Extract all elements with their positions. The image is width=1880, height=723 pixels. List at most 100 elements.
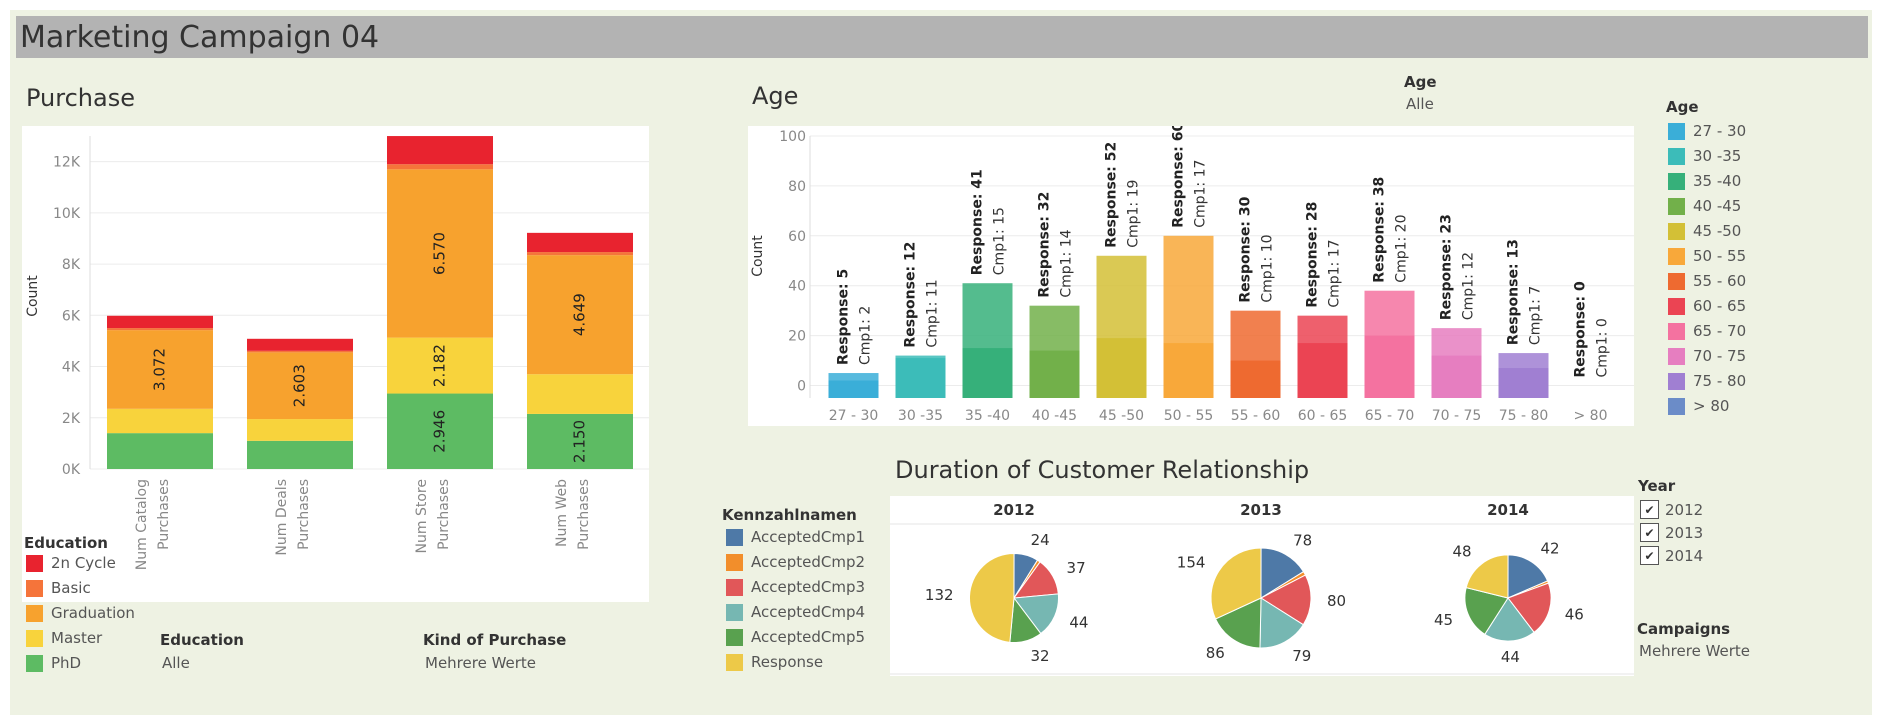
response-label: Response: 38 (1372, 177, 1388, 283)
x-tick-label: Purchases (156, 479, 172, 550)
education-legend-item[interactable]: Basic (26, 579, 91, 597)
checkbox-checked-icon[interactable]: ✔ (1640, 523, 1659, 542)
bar-segment (107, 433, 213, 469)
bar-cmp1 (1029, 350, 1080, 398)
kind-of-purchase-filter-value[interactable]: Mehrere Werte (425, 654, 537, 672)
age-legend-item[interactable]: 70 - 75 (1668, 347, 1746, 365)
bar-segment (387, 169, 493, 338)
age-legend-item[interactable]: 50 - 55 (1668, 247, 1746, 265)
kennzahl-legend-item[interactable]: AcceptedCmp2 (726, 553, 865, 571)
kennzahl-legend-item[interactable]: Response (726, 653, 823, 671)
cmp1-label: Cmp1: 14 (1059, 229, 1075, 297)
cmp1-label: Cmp1: 20 (1394, 215, 1410, 283)
pie-slice (1465, 554, 1509, 599)
data-label: 2.946 (431, 410, 449, 453)
purchase-title: Purchase (26, 84, 135, 112)
bar-cmp1 (828, 380, 879, 398)
year-filter-title: Year (1638, 477, 1676, 495)
legend-swatch (1668, 347, 1685, 365)
age-legend-item[interactable]: 65 - 70 (1668, 322, 1746, 340)
checkbox-checked-icon[interactable]: ✔ (1640, 546, 1659, 565)
bar-segment (107, 408, 213, 434)
y-tick-label: 60 (788, 229, 806, 245)
pie-label: 48 (1453, 542, 1472, 560)
pie-year-header: 2012 (993, 501, 1035, 519)
legend-swatch (726, 528, 743, 546)
legend-label: 27 - 30 (1693, 122, 1747, 140)
age-chart-panel: 0 20 40 60 80 100 Count Response: 5 Cmp1: 2 27 - … (748, 122, 1634, 426)
kennzahl-legend-item[interactable]: AcceptedCmp1 (726, 528, 865, 546)
education-legend-item[interactable]: Graduation (26, 604, 135, 622)
legend-swatch (1668, 297, 1685, 315)
legend-swatch (26, 579, 43, 597)
age-legend-item[interactable]: 60 - 65 (1668, 297, 1746, 315)
data-label: 2.182 (431, 344, 449, 387)
data-label: 6.570 (431, 232, 449, 275)
x-tick-label: 30 -35 (898, 408, 943, 424)
legend-label: 2n Cycle (51, 554, 116, 572)
age-title: Age (752, 82, 799, 110)
kennzahl-legend-item[interactable]: AcceptedCmp4 (726, 603, 865, 621)
kennzahl-legend-item[interactable]: AcceptedCmp3 (726, 578, 865, 596)
bar-segment (387, 164, 493, 170)
year-checkbox-item[interactable]: ✔ 2014 (1640, 546, 1703, 565)
pie-slice (1013, 593, 1059, 635)
bar-cmp1 (1431, 355, 1482, 398)
age-legend-item[interactable]: 75 - 80 (1668, 372, 1746, 390)
y-tick-label: 10K (53, 206, 81, 222)
x-tick-label: 27 - 30 (829, 408, 879, 424)
y-tick-label: 0K (62, 462, 81, 478)
x-tick-label: Num Deals (274, 479, 290, 556)
age-legend-item[interactable]: 35 -40 (1668, 172, 1741, 190)
legend-swatch (26, 629, 43, 647)
age-legend-item[interactable]: 40 -45 (1668, 197, 1741, 215)
legend-swatch (26, 604, 43, 622)
legend-swatch (726, 603, 743, 621)
bar-segment (107, 328, 213, 331)
purchase-chart-panel: 0K 2K 4K 6K 8K 10K 12K Count 3.072 Num Catalog Pur… (22, 126, 649, 602)
response-label: Response: 12 (903, 242, 919, 348)
age-legend-title: Age (1666, 98, 1699, 116)
education-legend-item[interactable]: 2n Cycle (26, 554, 116, 572)
legend-label: 40 -45 (1693, 197, 1742, 215)
checkbox-label: 2013 (1665, 523, 1704, 542)
pie-slice (1214, 597, 1262, 649)
year-checkbox-item[interactable]: ✔ 2013 (1640, 523, 1703, 542)
x-tick-label: 55 - 60 (1231, 408, 1281, 424)
age-legend-item[interactable]: 45 -50 (1668, 222, 1741, 240)
education-filter-value[interactable]: Alle (162, 654, 190, 672)
legend-swatch (1668, 272, 1685, 290)
age-legend-item[interactable]: 30 -35 (1668, 147, 1741, 165)
bar-segment (247, 338, 353, 351)
y-tick-label: 4K (62, 360, 81, 376)
age-legend-item[interactable]: 55 - 60 (1668, 272, 1746, 290)
x-tick-label: 35 -40 (965, 408, 1010, 424)
year-checkbox-item[interactable]: ✔ 2012 (1640, 500, 1703, 519)
legend-swatch (26, 654, 43, 672)
purchase-chart: 0K 2K 4K 6K 8K 10K 12K Count 3.072 Num Catalog Pur… (25, 136, 649, 570)
legend-label: 70 - 75 (1693, 347, 1747, 365)
bar-segment (387, 136, 493, 165)
pie-label: 78 (1293, 531, 1312, 549)
pie-slice (1260, 547, 1305, 599)
legend-swatch (726, 578, 743, 596)
x-tick-label: 50 - 55 (1164, 408, 1214, 424)
age-legend-item[interactable]: > 80 (1668, 397, 1729, 415)
education-legend-item[interactable]: PhD (26, 654, 81, 672)
response-label: Response: 30 (1238, 196, 1254, 302)
education-legend-item[interactable]: Master (26, 629, 102, 647)
bar-cmp1 (1096, 338, 1147, 398)
legend-label: Graduation (51, 604, 135, 622)
bar-segment (107, 315, 213, 329)
response-label: Response: 52 (1104, 142, 1120, 248)
checkbox-checked-icon[interactable]: ✔ (1640, 500, 1659, 519)
bar-cmp1 (1498, 368, 1549, 398)
campaigns-filter-value[interactable]: Mehrere Werte (1639, 642, 1751, 660)
kennzahl-legend-item[interactable]: AcceptedCmp5 (726, 628, 865, 646)
response-label: Response: 28 (1305, 202, 1321, 308)
x-tick-label: Purchases (436, 479, 452, 550)
legend-label: 55 - 60 (1693, 272, 1747, 290)
campaigns-filter-label: Campaigns (1637, 620, 1731, 638)
age-filter-value[interactable]: Alle (1406, 95, 1434, 113)
age-legend-item[interactable]: 27 - 30 (1668, 122, 1746, 140)
